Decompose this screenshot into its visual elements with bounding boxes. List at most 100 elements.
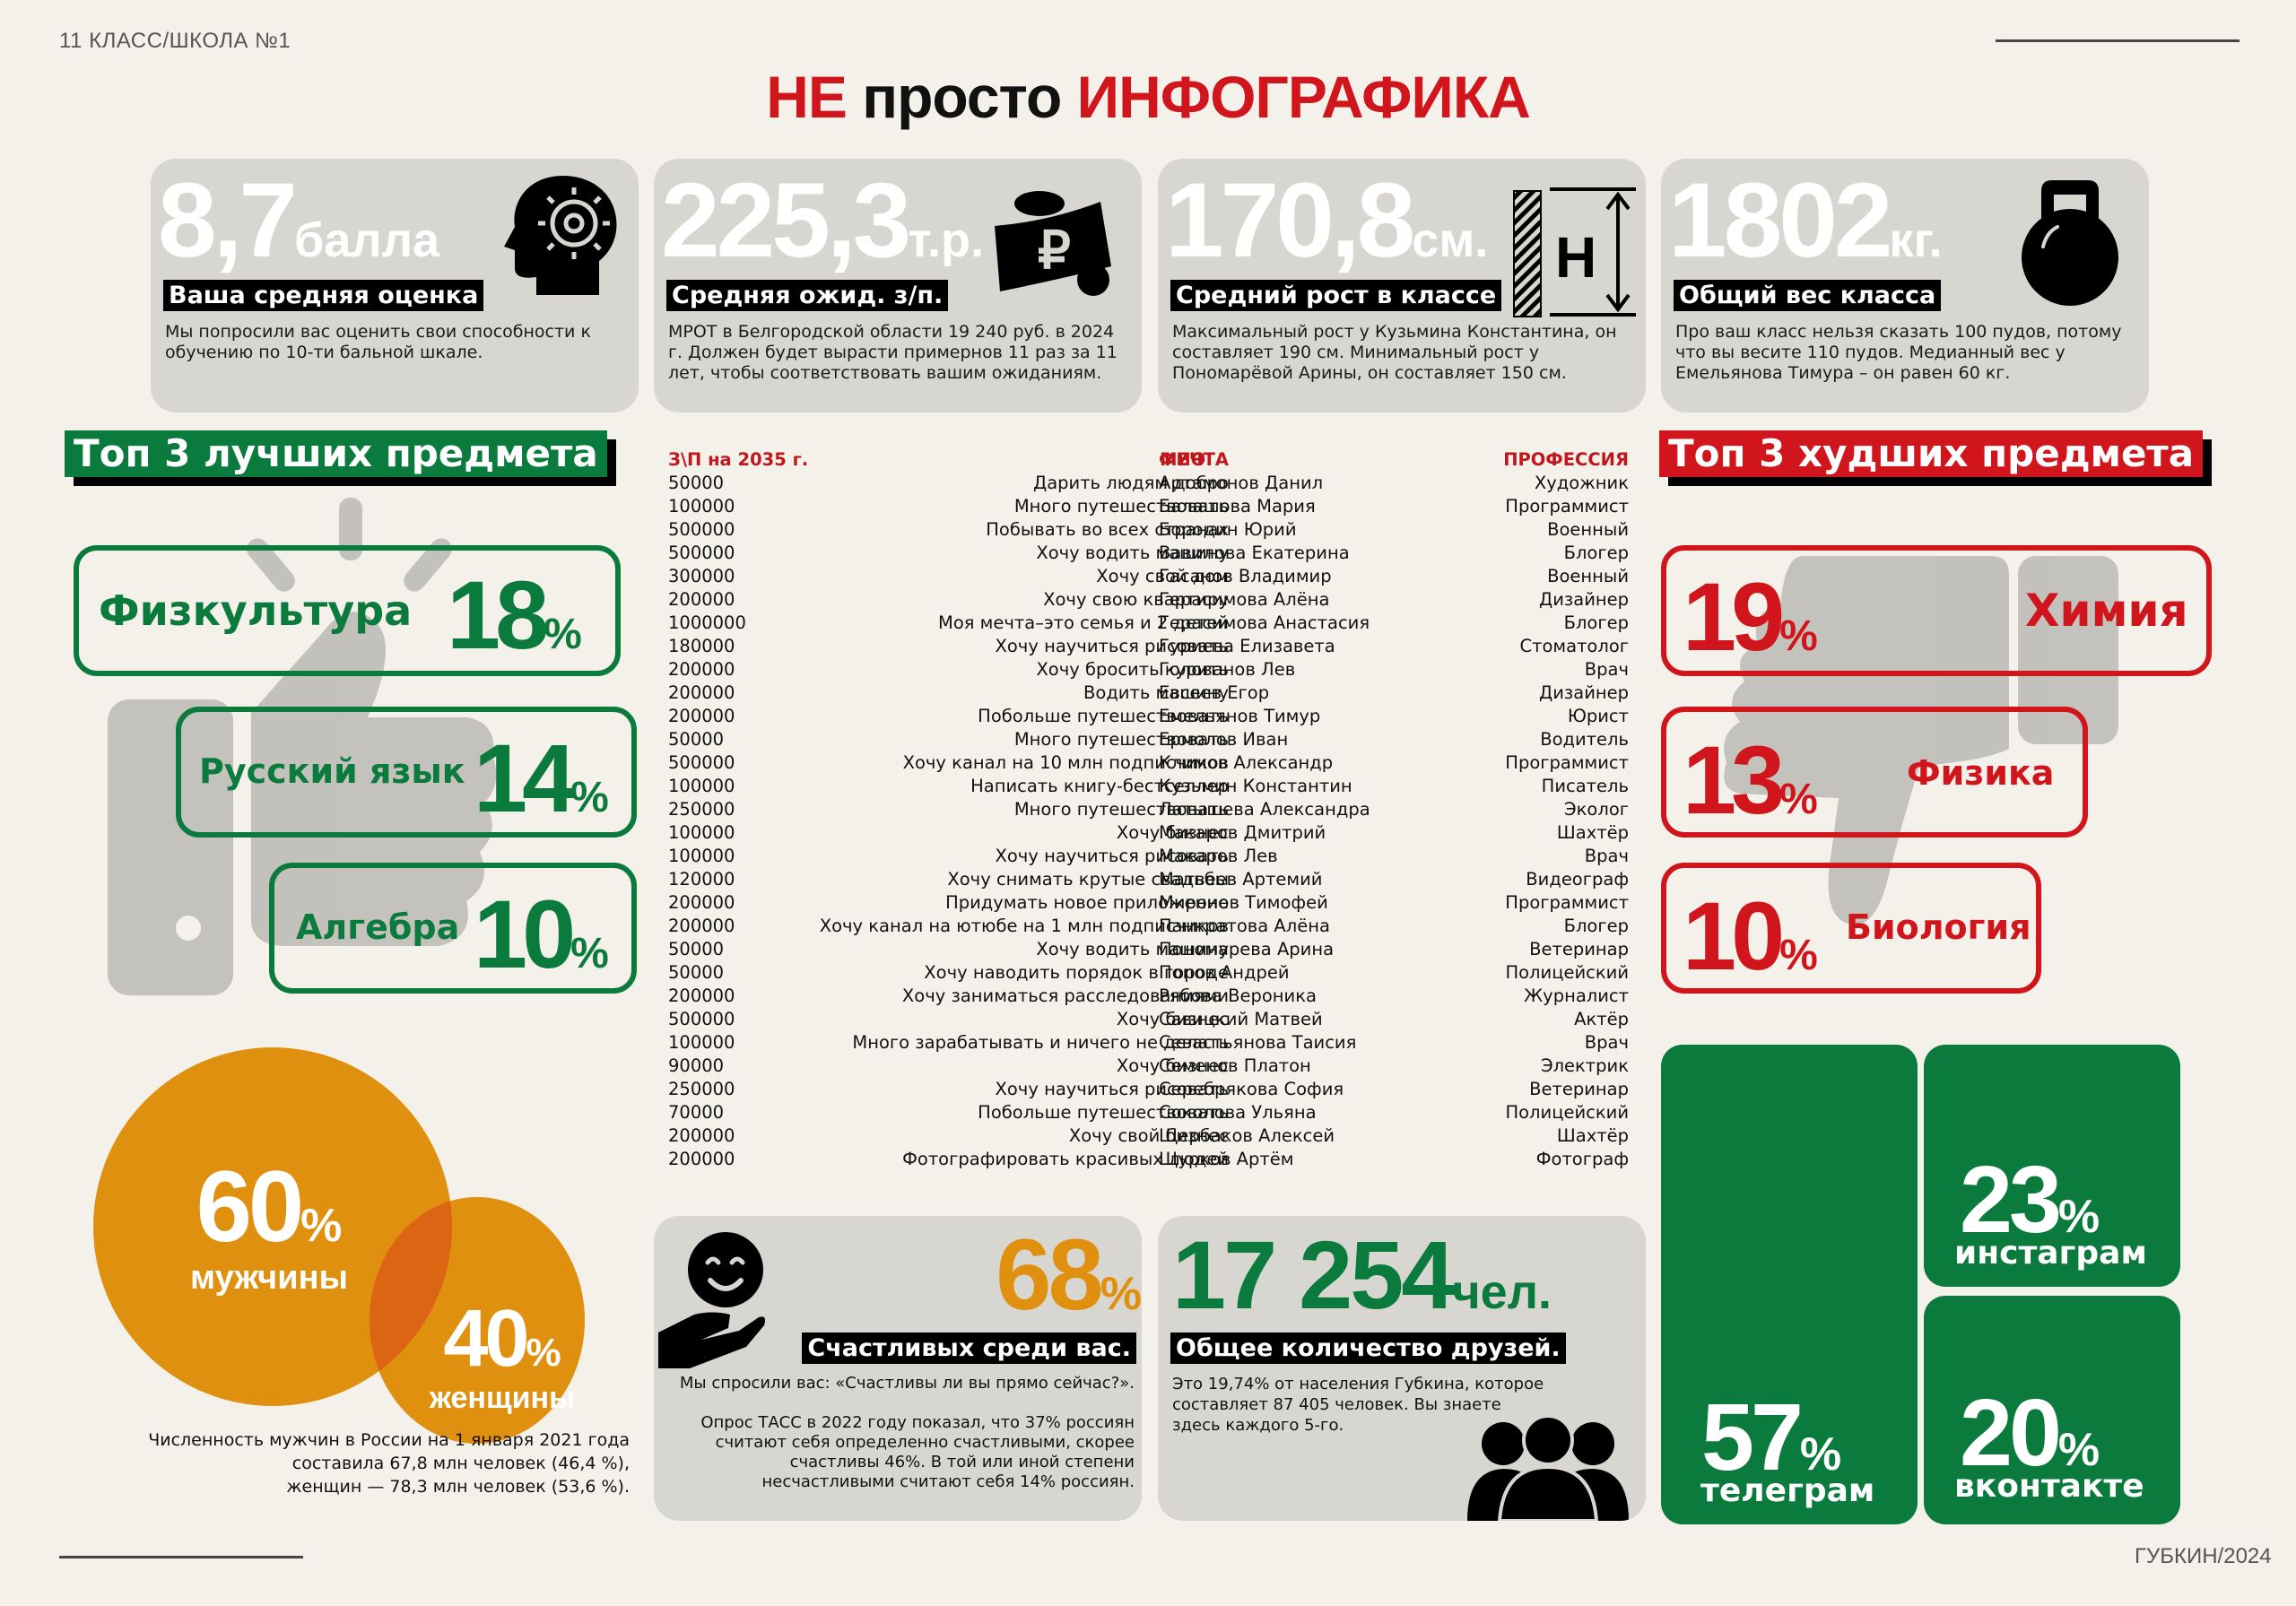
profession-cell: Программист bbox=[1505, 892, 1629, 913]
profession-cell: Фотограф bbox=[1535, 1149, 1629, 1169]
salary-cell: 120000 bbox=[668, 869, 735, 890]
name-cell: Евсеев Егор bbox=[1159, 682, 1270, 703]
profession-cell: Врач bbox=[1584, 846, 1629, 866]
worst-subject-2: 13% Физика bbox=[1661, 707, 2088, 838]
name-cell: Щербаков Алексей bbox=[1159, 1125, 1335, 1146]
salary-cell: 50000 bbox=[668, 729, 725, 750]
profession-cell: Видеограф bbox=[1526, 869, 1629, 890]
ruble-money-bag-icon: ₽ bbox=[995, 191, 1111, 296]
profession-cell: Блогер bbox=[1563, 916, 1629, 936]
profession-cell: Журналист bbox=[1524, 985, 1629, 1006]
thumbs-down-icon bbox=[1724, 556, 2118, 925]
name-cell: Серебрякова София bbox=[1159, 1079, 1344, 1099]
title-part-infographic: ИНФОГРАФИКА bbox=[1076, 64, 1531, 130]
height-measure-icon: H bbox=[1513, 187, 1636, 317]
bottom-divider bbox=[59, 1556, 303, 1558]
dream-cell: Хочу бросить курить bbox=[1036, 659, 1229, 680]
stat-label: Общий вес класса bbox=[1674, 280, 1942, 311]
name-cell: Савицкий Матвей bbox=[1159, 1009, 1323, 1029]
salary-cell: 500000 bbox=[668, 752, 735, 773]
header-corner-label: 11 КЛАСС/ШКОЛА №1 bbox=[59, 29, 291, 53]
dream-cell: Хочу водить машину bbox=[1036, 939, 1229, 959]
name-cell: Макаров Дмитрий bbox=[1159, 822, 1326, 843]
dream-cell: Побольше путешествовать bbox=[978, 1102, 1229, 1123]
stat-description: Мы попросили вас оценить свои способност… bbox=[165, 322, 591, 362]
salary-cell: 250000 bbox=[668, 799, 735, 820]
head-gears-icon bbox=[504, 176, 617, 295]
group-people-icon bbox=[1467, 1417, 1629, 1521]
gender-note: Численность мужчин в России на 1 января … bbox=[148, 1430, 630, 1497]
salary-cell: 200000 bbox=[668, 706, 735, 726]
dream-cell: Фотографировать красивых людей bbox=[902, 1149, 1229, 1169]
salary-cell: 500000 bbox=[668, 1009, 735, 1029]
happiness-card: 68% Счастливых среди вас. Мы спросили ва… bbox=[654, 1216, 1142, 1521]
dream-cell: Хочу свой бизнес bbox=[1068, 1125, 1229, 1146]
dream-cell: Дарить людям добро bbox=[1032, 473, 1229, 493]
best-subject-2: Русский язык 14% bbox=[176, 707, 637, 838]
profession-cell: Программист bbox=[1505, 496, 1629, 517]
name-cell: Макаров Лев bbox=[1159, 846, 1278, 866]
salary-cell: 200000 bbox=[668, 916, 735, 936]
profession-cell: Дизайнер bbox=[1538, 589, 1629, 610]
salary-cell: 500000 bbox=[668, 519, 735, 540]
salary-cell: 100000 bbox=[668, 1032, 735, 1053]
thumbs-up-icon bbox=[108, 498, 497, 995]
profession-cell: Программист bbox=[1505, 752, 1629, 773]
name-cell: Гуриева Елизавета bbox=[1159, 636, 1335, 656]
name-cell: Герасимова Алёна bbox=[1159, 589, 1330, 610]
salary-cell: 200000 bbox=[668, 589, 735, 610]
profession-cell: Ветеринар bbox=[1529, 1079, 1629, 1099]
stat-card-salary: ₽ 225,3т.р. Средняя ожид. з/п. МРОТ в Бе… bbox=[654, 159, 1142, 412]
name-cell: Артамонов Данил bbox=[1159, 473, 1324, 493]
stat-value: 8,7балла bbox=[158, 161, 440, 280]
profession-cell: Эколог bbox=[1564, 799, 1629, 820]
svg-text:H: H bbox=[1555, 225, 1596, 290]
dream-cell: Хочу заниматься расследованиями bbox=[901, 985, 1229, 1006]
stat-card-grade: 8,7балла Ваша средняя оценка Мы попросил… bbox=[151, 159, 639, 412]
dream-cell: Водить машину bbox=[1083, 682, 1229, 703]
salary-cell: 300000 bbox=[668, 566, 735, 586]
name-cell: Бородин Юрий bbox=[1159, 519, 1297, 540]
profession-cell: Блогер bbox=[1563, 612, 1629, 633]
dreams-table: З\П на 2035 г. 50000 100000 500000 500000 30… bbox=[664, 0, 1632, 1184]
salary-cell: 200000 bbox=[668, 1149, 735, 1169]
dream-cell: Придумать новое приложение bbox=[945, 892, 1229, 913]
dream-header: МЕЧТА bbox=[1160, 449, 1229, 470]
salary-cell: 200000 bbox=[668, 682, 735, 703]
worst-subject-3: 10% Биология bbox=[1661, 863, 2041, 994]
name-cell: Панкратова Алёна bbox=[1159, 916, 1330, 936]
name-cell: Семенов Платон bbox=[1159, 1055, 1311, 1076]
salary-cell: 200000 bbox=[668, 892, 735, 913]
profession-cell: Полицейский bbox=[1505, 962, 1629, 983]
name-cell: Гасанов Владимир bbox=[1159, 566, 1332, 586]
profession-cell: Стоматолог bbox=[1519, 636, 1630, 656]
happiness-note: Опрос ТАСС в 2022 году показал, что 37% … bbox=[700, 1413, 1135, 1491]
women-circle bbox=[370, 1197, 585, 1444]
dream-cell: Хочу свою квартиру bbox=[1043, 589, 1229, 610]
dream-cell: Побывать во всех странах bbox=[986, 519, 1229, 540]
salary-cell: 1000000 bbox=[668, 612, 746, 633]
profession-cell: Врач bbox=[1584, 1032, 1629, 1053]
dream-cell: Много путешествовать bbox=[1013, 496, 1229, 517]
name-cell: Кузьмин Константин bbox=[1159, 776, 1352, 796]
name-cell: Латышева Александра bbox=[1159, 799, 1370, 820]
salary-column: З\П на 2035 г. 50000 100000 500000 500000 30… bbox=[668, 448, 808, 1171]
name-cell: Ермолов Иван bbox=[1159, 729, 1289, 750]
profession-cell: Дизайнер bbox=[1538, 682, 1629, 703]
profession-cell: Писатель bbox=[1541, 776, 1629, 796]
salary-cell: 50000 bbox=[668, 939, 725, 959]
stat-label: Средняя ожид. з/п. bbox=[666, 280, 949, 311]
salary-cell: 250000 bbox=[668, 1079, 735, 1099]
name-column: ФИО Артамонов Данил Балашова Мария Бородин… bbox=[1159, 448, 1428, 1171]
name-header: ФИО bbox=[1159, 449, 1206, 470]
social-tile-vkontakte: 20% вконтакте bbox=[1924, 1296, 2180, 1524]
stat-description: Максимальный рост у Кузьмина Константина… bbox=[1172, 322, 1617, 383]
best-subject-3: Алгебра 10% bbox=[269, 863, 637, 994]
dream-cell: Хочу научиться рисовать bbox=[995, 636, 1229, 656]
salary-cell: 70000 bbox=[668, 1102, 725, 1123]
footer-corner-label: ГУБКИН/2024 bbox=[2135, 1544, 2272, 1568]
dream-cell: Хочу научиться рисовать bbox=[995, 846, 1229, 866]
name-cell: Соколова Ульяна bbox=[1159, 1102, 1317, 1123]
name-cell: Пономарева Арина bbox=[1159, 939, 1335, 959]
name-cell: Щурков Артём bbox=[1159, 1149, 1294, 1169]
